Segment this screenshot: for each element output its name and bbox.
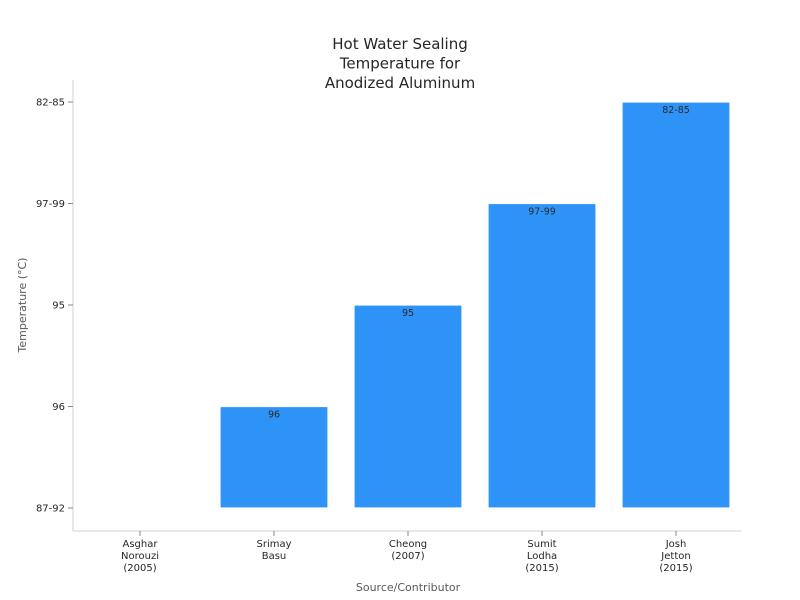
y-axis-label: Temperature (°C): [16, 258, 29, 354]
y-tick-label: 87-92: [36, 504, 65, 515]
bar-data-label: 95: [402, 308, 414, 319]
x-tick-label: (2015): [525, 563, 558, 574]
x-tick-label: Sumit: [527, 539, 556, 550]
bar-data-label: 82-85: [662, 105, 690, 116]
x-tick-label: Basu: [262, 551, 287, 562]
bar: [621, 101, 731, 509]
bar: [487, 202, 597, 509]
chart-title-line: Hot Water Sealing: [332, 35, 468, 53]
y-tick-label: 95: [52, 301, 65, 312]
x-tick-label: Lodha: [527, 551, 557, 562]
chart-title-line: Anodized Aluminum: [325, 74, 475, 92]
x-tick-label: Norouzi: [121, 551, 159, 562]
y-axis-ticks: 87-92 96 95 97-99 82-85: [36, 98, 73, 515]
chart-title-line: Temperature for: [339, 55, 461, 73]
x-axis-label: Source/Contributor: [356, 581, 461, 594]
y-tick-label: 82-85: [36, 98, 65, 109]
x-tick-label: Asghar: [123, 539, 159, 550]
bar-data-label: 97-99: [528, 207, 556, 218]
bar-data-label: 96: [268, 410, 280, 421]
x-tick-label: (2015): [659, 563, 692, 574]
y-tick-label: 97-99: [36, 199, 65, 210]
chart-title: Hot Water Sealing Temperature forAnodized…: [325, 35, 475, 92]
y-tick-label: 96: [52, 402, 65, 413]
bar: [353, 304, 463, 509]
x-tick-label: Jetton: [660, 551, 690, 562]
x-tick-label: Cheong: [389, 539, 427, 550]
data-labels: 96 95 97-99 82-85: [268, 105, 690, 421]
x-tick-label: (2007): [391, 551, 424, 562]
bar: [219, 405, 329, 509]
bars: [219, 101, 731, 509]
x-tick-label: Josh: [665, 539, 687, 550]
x-tick-label: Srimay: [256, 539, 291, 550]
x-tick-label: (2005): [123, 563, 156, 574]
